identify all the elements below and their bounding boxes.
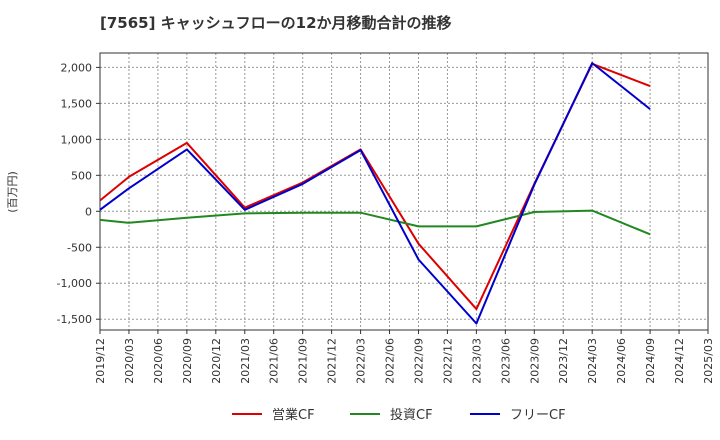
x-tick-label: 2024/09 — [644, 338, 657, 384]
y-tick-label: -1,000 — [57, 277, 92, 290]
y-tick-label: 0 — [85, 205, 92, 218]
x-axis-ticks: 2019/12 2020/03 2020/06 2020/09 2020/12 2021/… — [94, 330, 715, 384]
y-tick-label: -500 — [67, 241, 92, 254]
plot-area — [100, 53, 708, 330]
x-tick-label: 2023/03 — [470, 338, 483, 384]
x-tick-label: 2023/06 — [499, 338, 512, 384]
legend-label: 営業CF — [272, 407, 315, 423]
series-line-投資CF — [99, 209, 651, 236]
legend: 営業CF 投資CF フリーCF — [232, 407, 566, 423]
chart-title: [7565] キャッシュフローの12か月移動合計の推移 — [100, 14, 452, 32]
y-axis-label: (百万円) — [6, 171, 19, 213]
legend-label: 投資CF — [390, 407, 433, 423]
y-tick-label: 2,000 — [61, 61, 93, 74]
x-tick-label: 2024/12 — [673, 338, 686, 384]
x-tick-label: 2023/09 — [528, 338, 541, 384]
grid-lines — [99, 53, 709, 330]
y-tick-label: -1,500 — [57, 313, 92, 326]
x-tick-label: 2020/03 — [123, 338, 136, 384]
plot-frame — [99, 52, 709, 331]
x-tick-label: 2022/03 — [355, 338, 368, 384]
y-tick-label: 1,000 — [61, 133, 93, 146]
x-tick-label: 2024/06 — [615, 338, 628, 384]
legend-label: フリーCF — [510, 408, 566, 423]
x-tick-label: 2020/09 — [181, 338, 194, 384]
series-line-フリーCF — [99, 62, 651, 325]
y-tick-label: 500 — [71, 169, 92, 182]
x-tick-label: 2024/03 — [586, 338, 599, 384]
x-tick-label: 2020/12 — [210, 338, 223, 384]
x-tick-label: 2025/03 — [702, 338, 715, 384]
y-tick-label: 1,500 — [61, 97, 93, 110]
x-tick-label: 2019/12 — [94, 338, 107, 384]
x-tick-label: 2022/06 — [384, 338, 397, 384]
x-tick-label: 2022/12 — [441, 338, 454, 384]
x-tick-label: 2020/06 — [152, 338, 165, 384]
x-tick-label: 2022/09 — [412, 338, 425, 384]
series-lines — [99, 62, 651, 325]
x-tick-label: 2023/12 — [557, 338, 570, 384]
x-tick-label: 2021/12 — [326, 338, 339, 384]
x-tick-label: 2021/03 — [239, 338, 252, 384]
x-tick-label: 2021/09 — [297, 338, 310, 384]
x-tick-label: 2021/06 — [268, 338, 281, 384]
y-axis-ticks: -1,500 -1,000 -500 0 500 1,000 1,500 2,000 — [57, 61, 100, 326]
